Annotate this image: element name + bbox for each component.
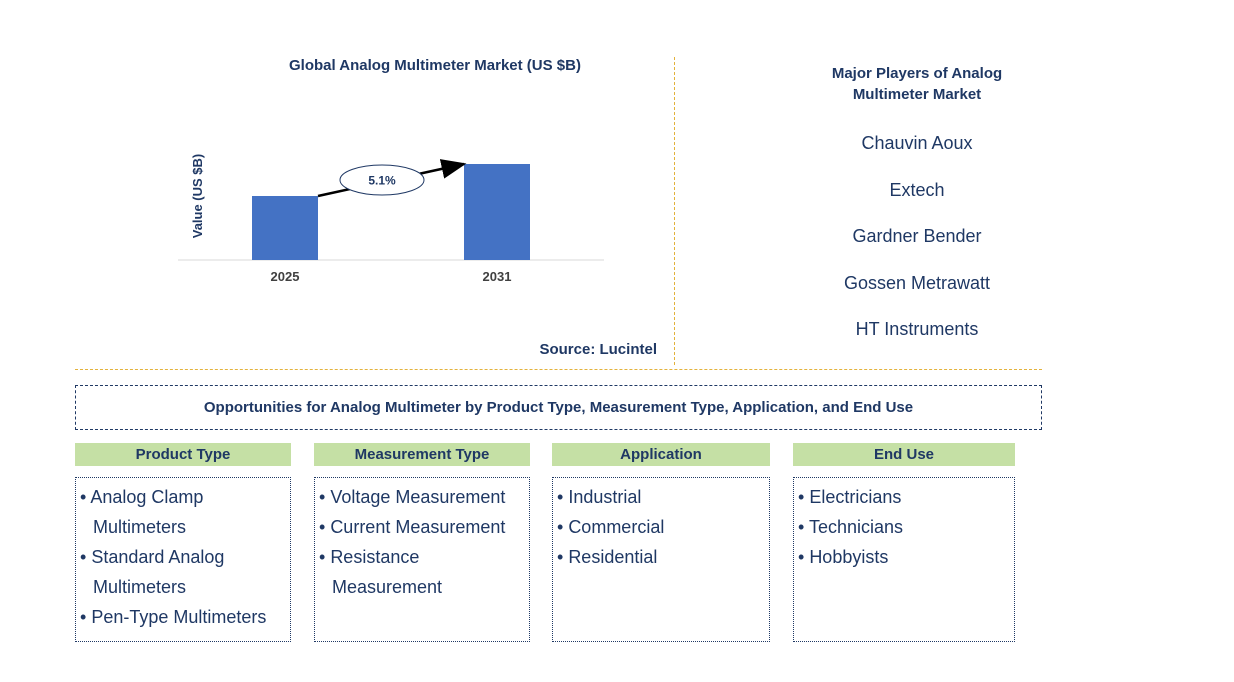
- cagr-bubble: [339, 164, 425, 196]
- segment-item: Standard Analog Multimeters: [80, 542, 286, 602]
- segment-item: Hobbyists: [798, 542, 1010, 572]
- player-item: Gossen Metrawatt: [843, 272, 991, 293]
- bar-2025: [252, 196, 318, 260]
- source-note: Source: Lucintel: [539, 341, 657, 358]
- y-axis-label: Value (US $B): [190, 154, 205, 239]
- segment-item: Electricians: [798, 482, 1010, 512]
- players-title: Major Players of Analog Multimeter Marke…: [800, 63, 1034, 105]
- bar-chart: Value (US $B) 2025 2031 5.1%: [178, 154, 604, 284]
- segment-item: Residential: [557, 542, 765, 572]
- segment-item: Current Measurement: [319, 512, 525, 542]
- x-tick-label: 2025: [271, 269, 300, 284]
- segment-item: Resistance Measurement: [319, 542, 525, 602]
- segment-item: Technicians: [798, 512, 1010, 542]
- segment-header-end-use: End Use: [793, 443, 1015, 466]
- segment-header-product-type: Product Type: [75, 443, 291, 466]
- segment-item: Pen-Type Multimeters: [80, 602, 286, 632]
- segment-header-measurement-type: Measurement Type: [314, 443, 530, 466]
- segment-box-measurement-type: Voltage Measurement Current Measurement …: [314, 477, 530, 642]
- segment-item: Commercial: [557, 512, 765, 542]
- vertical-divider: [674, 57, 675, 365]
- opportunities-title: Opportunities for Analog Multimeter by P…: [75, 385, 1042, 430]
- players-title-line2: Multimeter Market: [852, 86, 982, 103]
- x-tick-label: 2031: [483, 269, 512, 284]
- player-item: Chauvin Aoux: [861, 133, 973, 153]
- cagr-label: 5.1%: [368, 174, 396, 188]
- segment-item: Voltage Measurement: [319, 482, 525, 512]
- segment-item: Industrial: [557, 482, 765, 512]
- players-title-line1: Major Players of Analog: [831, 65, 1003, 82]
- players-list: Chauvin Aoux Extech Gardner Bender Gosse…: [800, 133, 1034, 366]
- player-item: Gardner Bender: [852, 226, 982, 246]
- segment-box-end-use: Electricians Technicians Hobbyists: [793, 477, 1015, 642]
- segment-box-product-type: Analog Clamp Multimeters Standard Analog…: [75, 477, 291, 642]
- segment-box-application: Industrial Commercial Residential: [552, 477, 770, 642]
- player-item: HT Instruments: [855, 319, 979, 339]
- segment-item: Analog Clamp Multimeters: [80, 482, 286, 542]
- chart-title: Global Analog Multimeter Market (US $B): [289, 57, 581, 74]
- bar-2031: [464, 164, 530, 260]
- horizontal-divider: [75, 369, 1042, 370]
- segment-header-application: Application: [552, 443, 770, 466]
- player-item: Extech: [889, 179, 945, 200]
